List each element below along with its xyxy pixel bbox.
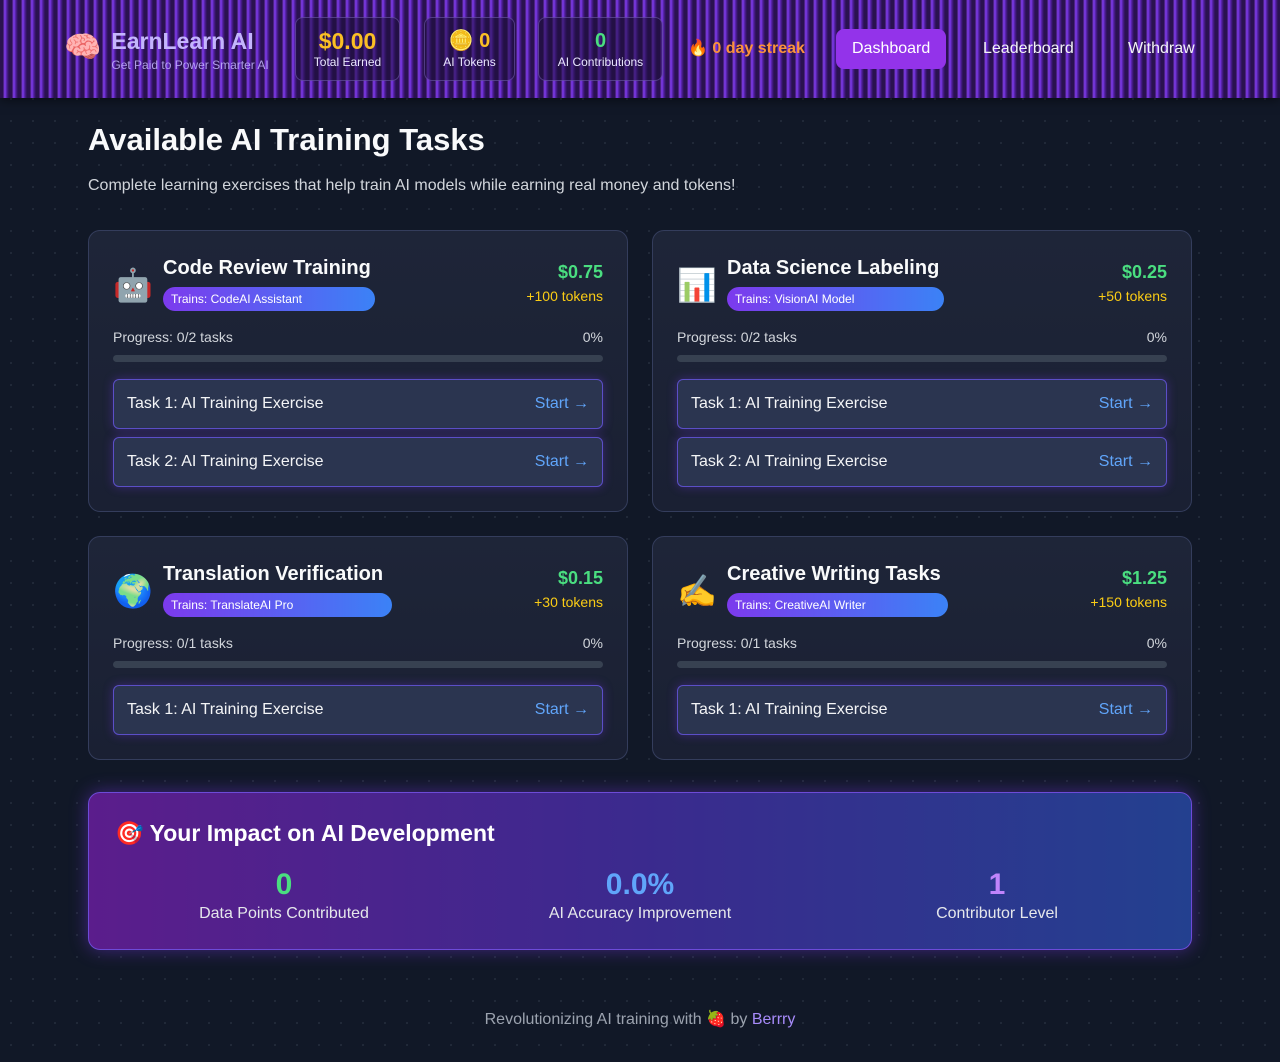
task-card-translation: 🌍 Translation Verification Trains: Trans… [88,536,628,760]
card-price: $0.25 [1121,262,1167,282]
robot-icon: 🤖 [113,267,153,303]
start-link[interactable]: Start → [534,395,589,412]
impact-value: 1 [988,868,1006,901]
impact-title: 🎯 Your Impact on AI Development [115,820,495,847]
card-tokens: +50 tokens [1098,288,1167,304]
streak-text: 0 day streak [712,40,805,57]
page-subtitle: Complete learning exercises that help tr… [88,177,736,194]
progress-label: Progress: 0/2 tasks [677,329,797,345]
footer-by: by [730,1011,748,1028]
coin-icon: 🪙 [448,30,474,52]
task-item[interactable]: Task 2: AI Training Exercise Start → [677,437,1167,487]
card-title: Creative Writing Tasks [727,563,941,585]
progress-label: Progress: 0/2 tasks [113,329,233,345]
streak-indicator: 🔥 0 day streak [688,38,805,58]
ai-tokens-value: 0 [479,30,491,52]
ai-tokens-label: AI Tokens [443,55,496,69]
card-title: Data Science Labeling [727,257,940,279]
task-name: Task 1: AI Training Exercise [127,701,324,718]
top-header: 🧠 EarnLearn AI Get Paid to Power Smarter… [0,0,1280,98]
start-link[interactable]: Start → [534,701,589,718]
progress-percent: 0% [582,329,603,345]
bar-chart-icon: 📊 [677,267,717,303]
progress-bar [113,355,603,362]
ai-contributions-stat: 0 AI Contributions [538,17,663,81]
progress-percent: 0% [1146,329,1167,345]
task-name: Task 1: AI Training Exercise [691,701,888,718]
progress-label: Progress: 0/1 tasks [677,635,797,651]
impact-label: Data Points Contributed [199,905,369,922]
app-title: EarnLearn AI [111,28,254,54]
start-link[interactable]: Start → [534,453,589,470]
globe-icon: 🌍 [113,573,153,609]
footer-text: Revolutionizing AI training with [484,1011,702,1028]
nav-leaderboard-button[interactable]: Leaderboard [983,40,1074,57]
writing-hand-icon: ✍️ [677,573,717,609]
card-price: $1.25 [1121,568,1167,588]
card-tokens: +100 tokens [526,288,603,304]
impact-value: 0 [275,868,293,901]
model-badge: Trains: TranslateAI Pro [163,593,392,617]
ai-contributions-label: AI Contributions [557,55,644,69]
progress-percent: 0% [582,635,603,651]
impact-label: Contributor Level [936,905,1058,922]
impact-stat-level: 1 Contributor Level [832,867,1162,923]
task-item[interactable]: Task 1: AI Training Exercise Start → [677,379,1167,429]
nav-withdraw-button[interactable]: Withdraw [1128,40,1195,57]
start-link[interactable]: Start → [1098,701,1153,718]
brain-icon: 🧠 [64,31,102,64]
progress-bar [113,661,603,668]
progress-percent: 0% [1146,635,1167,651]
nav-dashboard-button[interactable]: Dashboard [836,29,947,69]
page-title: Available AI Training Tasks [88,122,485,157]
task-name: Task 2: AI Training Exercise [691,453,888,470]
card-tokens: +150 tokens [1090,594,1167,610]
task-item[interactable]: Task 1: AI Training Exercise Start → [113,685,603,735]
progress-bar [677,355,1167,362]
impact-stat-data-points: 0 Data Points Contributed [119,867,449,923]
card-price: $0.15 [557,568,603,588]
start-link[interactable]: Start → [1098,453,1153,470]
task-name: Task 1: AI Training Exercise [127,395,324,412]
card-title: Code Review Training [163,257,371,279]
footer: Revolutionizing AI training with 🍓 by Be… [0,1009,1280,1029]
impact-stat-accuracy: 0.0% AI Accuracy Improvement [475,867,805,923]
total-earned-label: Total Earned [313,55,382,69]
task-name: Task 1: AI Training Exercise [691,395,888,412]
impact-panel: 🎯 Your Impact on AI Development 0 Data P… [88,792,1192,950]
ai-tokens-stat: 🪙 0 AI Tokens [424,17,515,81]
task-item[interactable]: Task 1: AI Training Exercise Start → [677,685,1167,735]
card-title: Translation Verification [163,563,384,585]
card-price: $0.75 [557,262,603,282]
task-item[interactable]: Task 1: AI Training Exercise Start → [113,379,603,429]
task-card-data-science: 📊 Data Science Labeling Trains: VisionAI… [652,230,1192,512]
card-tokens: +30 tokens [534,594,603,610]
model-badge: Trains: CodeAI Assistant [163,287,375,311]
impact-label: AI Accuracy Improvement [548,905,732,922]
fire-icon: 🔥 [688,40,708,57]
task-card-code-review: 🤖 Code Review Training Trains: CodeAI As… [88,230,628,512]
model-badge: Trains: VisionAI Model [727,287,944,311]
task-card-creative-writing: ✍️ Creative Writing Tasks Trains: Creati… [652,536,1192,760]
progress-bar [677,661,1167,668]
target-icon: 🎯 [115,820,144,846]
app-subtitle: Get Paid to Power Smarter AI [111,58,269,72]
strawberry-icon: 🍓 [706,1011,726,1028]
task-name: Task 2: AI Training Exercise [127,453,324,470]
start-link[interactable]: Start → [1098,395,1153,412]
task-item[interactable]: Task 2: AI Training Exercise Start → [113,437,603,487]
total-earned-value: $0.00 [318,28,377,54]
progress-label: Progress: 0/1 tasks [113,635,233,651]
impact-title-text: Your Impact on AI Development [149,820,495,846]
total-earned-stat: $0.00 Total Earned [295,17,400,81]
model-badge: Trains: CreativeAI Writer [727,593,948,617]
brand[interactable]: 🧠 EarnLearn AI Get Paid to Power Smarter… [64,28,269,72]
impact-value: 0.0% [605,868,675,901]
ai-contributions-value: 0 [594,30,607,52]
berrry-link[interactable]: Berrry [751,1011,796,1028]
